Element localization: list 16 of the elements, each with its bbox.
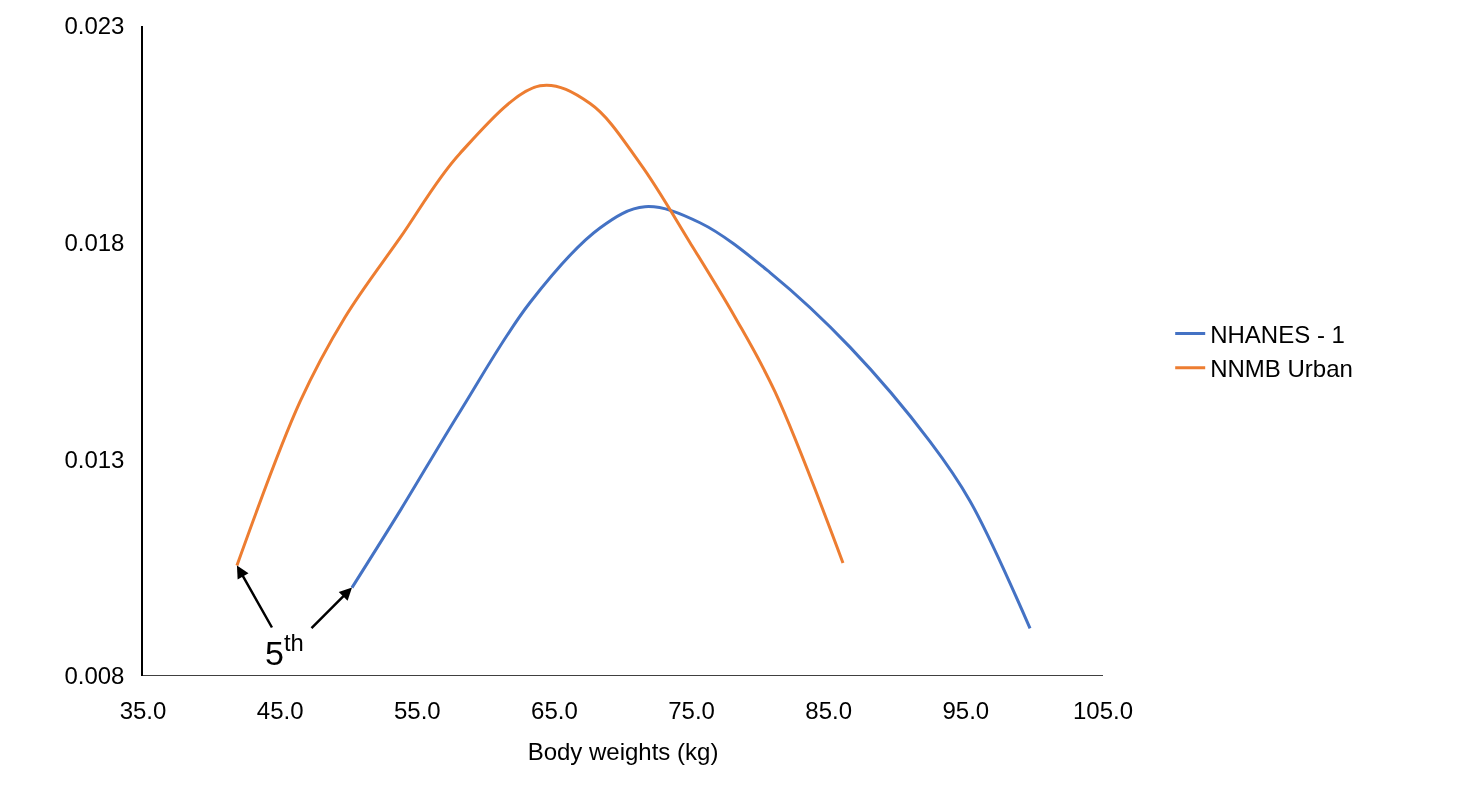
y-tick-label: 0.008: [64, 662, 125, 690]
x-tick-label: 105.0: [1072, 697, 1134, 724]
x-tick-label: 75.0: [668, 697, 715, 724]
annotation: 5$^{th}$: [265, 629, 304, 673]
x-tick-label: 55.0: [393, 697, 441, 724]
x-tick-label: 45.0: [256, 697, 304, 724]
x-tick-label: 65.0: [531, 697, 578, 724]
legend-label: NNMB Urban: [1210, 355, 1353, 383]
y-tick-label: 0.023: [64, 12, 125, 40]
x-axis-title: Body weights (kg): [527, 738, 719, 766]
x-tick-label: 85.0: [805, 697, 853, 724]
legend-label: NHANES - 1: [1210, 320, 1345, 348]
y-tick-label: 0.018: [64, 229, 125, 257]
x-tick-label: 95.0: [942, 697, 990, 724]
x-tick-label: 35.0: [119, 697, 167, 724]
y-tick-label: 0.013: [64, 445, 125, 473]
